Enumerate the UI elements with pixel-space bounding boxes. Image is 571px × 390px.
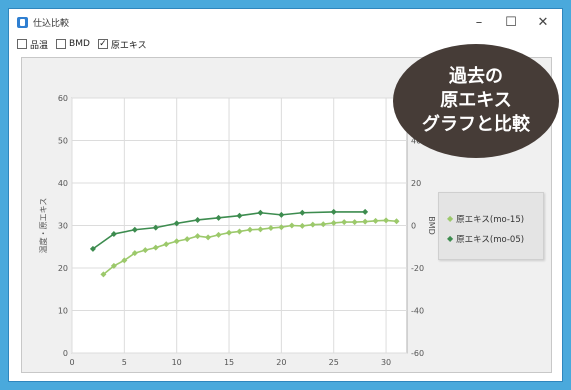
data-point xyxy=(205,234,212,241)
y-left-axis-title: 温度・原エキス xyxy=(38,198,48,254)
data-point xyxy=(267,225,274,232)
checkbox-label: 品温 xyxy=(30,40,49,51)
data-point xyxy=(257,226,264,233)
diamond-marker-icon: ◆ xyxy=(447,214,454,223)
x-tick-label: 15 xyxy=(224,358,234,367)
data-point xyxy=(330,208,337,215)
chart-legend: ◆ 原エキス(mo-15) ◆ 原エキス(mo-05) xyxy=(438,192,544,260)
legend-item-mo05: ◆ 原エキス(mo-05) xyxy=(447,233,525,246)
data-point xyxy=(330,219,337,226)
data-point xyxy=(236,212,243,219)
data-point xyxy=(121,257,128,264)
minimize-button[interactable]: – xyxy=(475,14,483,30)
y-right-tick-label: -40 xyxy=(411,307,424,316)
data-point xyxy=(173,220,180,227)
data-point xyxy=(309,221,316,228)
legend-item-mo15: ◆ 原エキス(mo-15) xyxy=(447,213,525,226)
data-point xyxy=(226,229,233,236)
data-point xyxy=(257,209,264,216)
title-bar: 仕込比較 – ☐ ✕ xyxy=(9,9,562,35)
y-right-tick-label: 20 xyxy=(411,179,421,188)
y-left-tick-label: 30 xyxy=(58,222,68,231)
data-point xyxy=(236,228,243,235)
callout-line: 原エキス xyxy=(440,90,512,111)
data-point xyxy=(100,271,107,278)
x-tick-label: 10 xyxy=(172,358,182,367)
line-chart: 0510152025300102030405060-60-40-2002040温… xyxy=(38,94,436,367)
data-point xyxy=(372,217,379,224)
x-tick-label: 20 xyxy=(276,358,286,367)
y-left-tick-label: 20 xyxy=(58,264,68,273)
window-title: 仕込比較 xyxy=(33,18,70,29)
legend-label: 原エキス(mo-15) xyxy=(456,215,525,225)
diamond-marker-icon: ◆ xyxy=(447,234,454,243)
data-point xyxy=(173,238,180,245)
y-right-tick-label: -20 xyxy=(411,264,424,273)
callout-line: 過去の xyxy=(449,66,503,87)
data-point xyxy=(152,244,159,251)
data-point xyxy=(152,224,159,231)
data-point xyxy=(362,208,369,215)
data-point xyxy=(110,262,117,269)
checkbox-gen-extract[interactable]: ✓ 原エキス xyxy=(97,38,147,51)
callout-bubble: 過去の 原エキス グラフと比較 xyxy=(393,44,559,158)
data-point xyxy=(383,217,390,224)
close-button[interactable]: ✕ xyxy=(537,14,549,30)
y-left-tick-label: 0 xyxy=(63,349,68,358)
x-tick-label: 0 xyxy=(69,358,74,367)
data-point xyxy=(362,218,369,225)
data-point xyxy=(299,209,306,216)
series-toggle-bar: 品温 BMD ✓ 原エキス xyxy=(17,35,147,53)
data-point xyxy=(278,211,285,218)
x-tick-label: 25 xyxy=(329,358,339,367)
data-point xyxy=(215,214,222,221)
data-point xyxy=(194,233,201,240)
data-point xyxy=(341,219,348,226)
data-point xyxy=(110,231,117,237)
checkbox-label: BMD xyxy=(69,39,90,49)
callout-line: グラフと比較 xyxy=(422,114,530,135)
y-left-tick-label: 50 xyxy=(58,137,68,146)
checkbox-box-checked[interactable]: ✓ xyxy=(97,39,108,49)
data-point xyxy=(351,219,358,226)
data-point xyxy=(89,245,96,252)
y-left-tick-label: 40 xyxy=(58,179,68,188)
data-point xyxy=(142,247,149,254)
data-point xyxy=(320,221,327,228)
data-point xyxy=(131,250,138,257)
data-point xyxy=(299,222,306,229)
data-point xyxy=(215,231,222,238)
data-point xyxy=(246,226,253,233)
maximize-button[interactable]: ☐ xyxy=(505,14,517,30)
checkbox-label: 原エキス xyxy=(110,40,147,51)
x-tick-label: 30 xyxy=(381,358,391,367)
y-left-tick-label: 60 xyxy=(58,94,68,103)
y-right-axis-title: BMD xyxy=(427,216,436,235)
x-tick-label: 5 xyxy=(122,358,127,367)
app-icon xyxy=(17,16,28,28)
legend-label: 原エキス(mo-05) xyxy=(456,235,525,245)
data-point xyxy=(278,224,285,231)
data-point xyxy=(163,241,170,248)
data-point xyxy=(393,218,400,225)
y-right-tick-label: 0 xyxy=(411,222,416,231)
y-left-tick-label: 10 xyxy=(58,307,68,316)
checkbox-box[interactable] xyxy=(17,39,27,49)
data-point xyxy=(184,236,191,243)
y-right-tick-label: -60 xyxy=(411,349,424,358)
checkbox-bmd[interactable]: BMD xyxy=(56,39,90,49)
data-point xyxy=(131,226,138,233)
checkbox-box[interactable] xyxy=(56,39,67,49)
data-point xyxy=(288,222,295,229)
checkbox-hinon[interactable]: 品温 xyxy=(17,38,48,51)
data-point xyxy=(194,216,201,223)
